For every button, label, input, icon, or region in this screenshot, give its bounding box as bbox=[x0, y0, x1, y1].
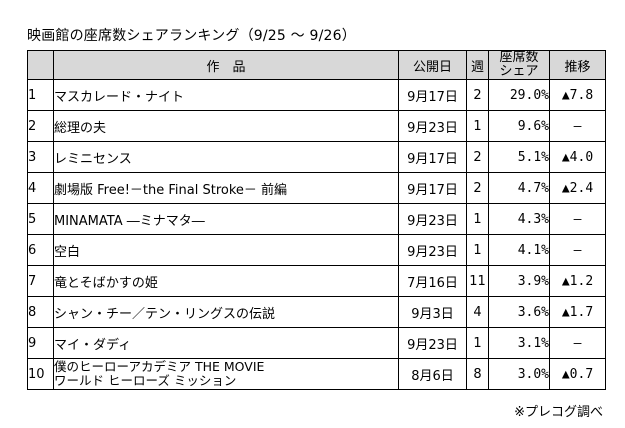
table-row: 7 竜とそばかすの姫 7月16日 11 3.9% ▲1.2 bbox=[27, 265, 606, 297]
header-week: 週 bbox=[466, 50, 489, 80]
movie-title: マイ・ダディ bbox=[53, 327, 399, 359]
movie-title: 僕のヒーローアカデミア THE MOVIE ワールド ヒーローズ ミッション bbox=[53, 358, 399, 390]
seat-share: 4.1% bbox=[488, 234, 550, 266]
table-row: 10 僕のヒーローアカデミア THE MOVIE ワールド ヒーローズ ミッション 8… bbox=[27, 358, 606, 390]
movie-title: マスカレード・ナイト bbox=[53, 79, 399, 111]
seat-share: 5.1% bbox=[488, 141, 550, 173]
rank-number: 7 bbox=[27, 265, 54, 297]
header-release-date: 公開日 bbox=[398, 50, 467, 80]
week-count: 2 bbox=[466, 79, 489, 111]
week-count: 11 bbox=[466, 265, 489, 297]
rank-number: 10 bbox=[27, 358, 54, 390]
week-count: 1 bbox=[466, 110, 489, 142]
seat-share: 29.0% bbox=[488, 79, 550, 111]
header-seat-share-line1: 座席数 bbox=[499, 50, 539, 65]
trend-value: ▲2.4 bbox=[549, 172, 606, 204]
release-date: 9月23日 bbox=[398, 327, 467, 359]
release-date: 9月23日 bbox=[398, 234, 467, 266]
movie-title: 劇場版 Free!－the Final Stroke－ 前編 bbox=[53, 172, 399, 204]
table-row: 2 総理の夫 9月23日 1 9.6% — bbox=[27, 110, 606, 142]
table-row: 1 マスカレード・ナイト 9月17日 2 29.0% ▲7.8 bbox=[27, 79, 606, 111]
header-title: 作 品 bbox=[53, 50, 399, 80]
header-no bbox=[27, 50, 54, 80]
movie-title-line1: 僕のヒーローアカデミア THE MOVIE bbox=[54, 359, 265, 374]
rank-number: 2 bbox=[27, 110, 54, 142]
movie-title: 空白 bbox=[53, 234, 399, 266]
week-count: 2 bbox=[466, 141, 489, 173]
seat-share: 3.9% bbox=[488, 265, 550, 297]
table-row: 9 マイ・ダディ 9月23日 1 3.1% — bbox=[27, 327, 606, 359]
release-date: 9月17日 bbox=[398, 79, 467, 111]
movie-title: 総理の夫 bbox=[53, 110, 399, 142]
week-count: 8 bbox=[466, 358, 489, 390]
release-date: 9月23日 bbox=[398, 110, 467, 142]
trend-value: — bbox=[549, 234, 606, 266]
release-date: 9月23日 bbox=[398, 203, 467, 235]
rank-number: 5 bbox=[27, 203, 54, 235]
week-count: 4 bbox=[466, 296, 489, 328]
trend-value: — bbox=[549, 203, 606, 235]
table-header-row: 作 品 公開日 週 座席数 シェア 推移 bbox=[27, 50, 606, 80]
rank-number: 9 bbox=[27, 327, 54, 359]
table-row: 4 劇場版 Free!－the Final Stroke－ 前編 9月17日 2 4.7… bbox=[27, 172, 606, 204]
seat-share: 4.3% bbox=[488, 203, 550, 235]
page-title: 映画館の座席数シェアランキング（9/25 ～ 9/26） bbox=[27, 28, 356, 44]
movie-title-line2: ワールド ヒーローズ ミッション bbox=[54, 373, 237, 388]
trend-value: ▲7.8 bbox=[549, 79, 606, 111]
rank-number: 3 bbox=[27, 141, 54, 173]
seat-share: 4.7% bbox=[488, 172, 550, 204]
trend-value: ▲1.2 bbox=[549, 265, 606, 297]
seat-share: 3.6% bbox=[488, 296, 550, 328]
table-row: 8 シャン・チー／テン・リングスの伝説 9月3日 4 3.6% ▲1.7 bbox=[27, 296, 606, 328]
release-date: 9月17日 bbox=[398, 172, 467, 204]
rank-number: 6 bbox=[27, 234, 54, 266]
movie-title: レミニセンス bbox=[53, 141, 399, 173]
trend-value: ▲1.7 bbox=[549, 296, 606, 328]
rank-number: 4 bbox=[27, 172, 54, 204]
source-note: ※プレコグ調べ bbox=[514, 405, 603, 420]
movie-title: シャン・チー／テン・リングスの伝説 bbox=[53, 296, 399, 328]
table-row: 5 MINAMATA ―ミナマタ― 9月23日 1 4.3% — bbox=[27, 203, 606, 235]
rank-number: 8 bbox=[27, 296, 54, 328]
movie-title: MINAMATA ―ミナマタ― bbox=[53, 203, 399, 235]
seat-share: 3.0% bbox=[488, 358, 550, 390]
release-date: 9月17日 bbox=[398, 141, 467, 173]
week-count: 1 bbox=[466, 203, 489, 235]
table-row: 6 空白 9月23日 1 4.1% — bbox=[27, 234, 606, 266]
table-row: 3 レミニセンス 9月17日 2 5.1% ▲4.0 bbox=[27, 141, 606, 173]
trend-value: ▲4.0 bbox=[549, 141, 606, 173]
release-date: 8月6日 bbox=[398, 358, 467, 390]
trend-value: — bbox=[549, 327, 606, 359]
header-seat-share: 座席数 シェア bbox=[488, 50, 550, 80]
header-seat-share-line2: シェア bbox=[499, 64, 539, 79]
ranking-table: 作 品 公開日 週 座席数 シェア 推移 1 マスカレード・ナイト 9月17日 2 29… bbox=[27, 50, 606, 390]
release-date: 7月16日 bbox=[398, 265, 467, 297]
week-count: 1 bbox=[466, 327, 489, 359]
movie-title: 竜とそばかすの姫 bbox=[53, 265, 399, 297]
seat-share: 9.6% bbox=[488, 110, 550, 142]
week-count: 2 bbox=[466, 172, 489, 204]
trend-value: — bbox=[549, 110, 606, 142]
rank-number: 1 bbox=[27, 79, 54, 111]
trend-value: ▲0.7 bbox=[549, 358, 606, 390]
header-trend: 推移 bbox=[549, 50, 606, 80]
seat-share: 3.1% bbox=[488, 327, 550, 359]
week-count: 1 bbox=[466, 234, 489, 266]
release-date: 9月3日 bbox=[398, 296, 467, 328]
